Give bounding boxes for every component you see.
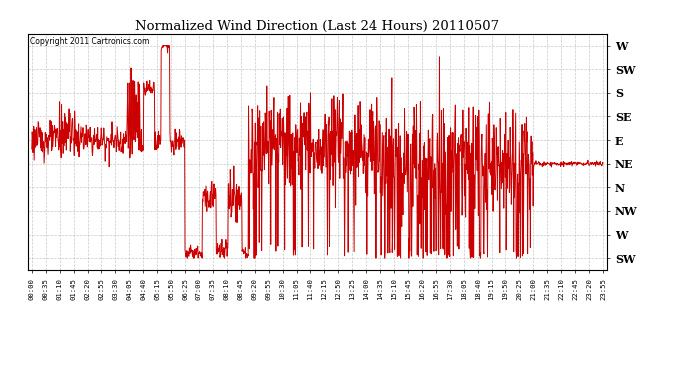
Text: Copyright 2011 Cartronics.com: Copyright 2011 Cartronics.com	[30, 37, 150, 46]
Title: Normalized Wind Direction (Last 24 Hours) 20110507: Normalized Wind Direction (Last 24 Hours…	[135, 20, 500, 33]
